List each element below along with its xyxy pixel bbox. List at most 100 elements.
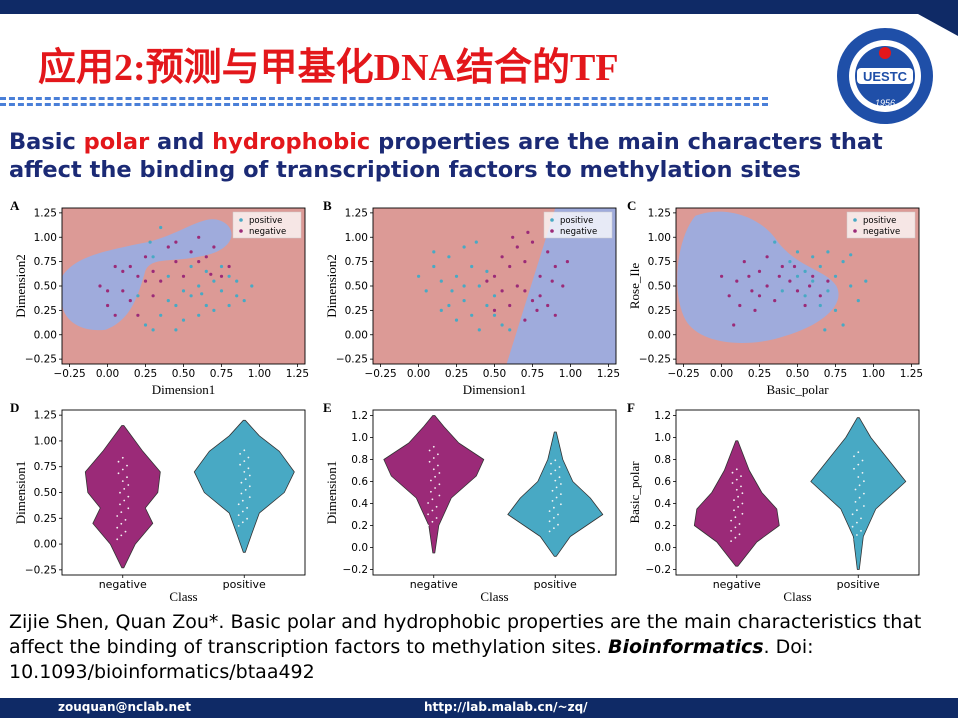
footer-bar: zouquan@nclab.net http://lab.malab.cn/~z… — [0, 698, 958, 718]
axes-frame — [675, 409, 920, 576]
panel-F — [673, 409, 920, 578]
swarm-point — [126, 476, 128, 479]
category-label: negative — [410, 578, 458, 591]
data-point-positive — [189, 264, 193, 269]
data-point-negative — [508, 303, 512, 308]
data-point-negative — [765, 284, 769, 288]
citation-doi: . Doi: 10.1093/bioinformatics/btaa492 — [9, 636, 814, 683]
swarm-point — [558, 466, 561, 468]
swarm-point — [550, 472, 552, 475]
y-tick-label: 0.6 — [351, 476, 368, 488]
swarm-point — [121, 456, 124, 459]
y-axis-label: Dimension2 — [13, 254, 28, 318]
legend-box — [846, 211, 916, 239]
headline: Basic polar and hydrophobic properties a… — [9, 128, 944, 184]
data-point-negative — [174, 240, 178, 244]
headline-part: properties are the main characters that … — [9, 129, 883, 183]
swarm-point — [861, 472, 864, 474]
swarm-point — [244, 478, 247, 480]
data-point-negative — [538, 274, 542, 278]
swarm-point — [127, 484, 130, 486]
data-point-positive — [773, 240, 777, 244]
data-point-negative — [553, 313, 557, 317]
violin-positive — [193, 419, 295, 553]
category-label: positive — [837, 578, 880, 591]
swarm-point — [560, 493, 562, 495]
swarm-point — [127, 495, 130, 498]
y-tick-label: 0.8 — [351, 454, 368, 466]
swarm-point — [248, 485, 251, 488]
y-tick-label: 0.50 — [34, 487, 57, 499]
swarm-point — [551, 489, 554, 492]
swarm-point — [553, 527, 555, 529]
footer-email[interactable]: zouquan@nclab.net — [58, 700, 191, 714]
violin-positive — [507, 431, 604, 557]
data-point-negative — [515, 245, 519, 249]
swarm-point — [246, 517, 249, 520]
swarm-point — [435, 505, 438, 508]
y-tick-label: 1.25 — [648, 207, 671, 219]
swarm-point — [735, 478, 738, 481]
swarm-point — [237, 503, 240, 506]
swarm-point — [734, 526, 737, 529]
violin-negative — [693, 440, 780, 567]
y-tick-label: 0.2 — [654, 520, 671, 532]
data-point-positive — [508, 328, 512, 332]
data-point-negative — [546, 303, 550, 308]
swarm-point — [434, 487, 436, 489]
x-tick-label: 0.25 — [748, 368, 771, 380]
data-point-positive — [462, 245, 466, 249]
data-point-positive — [151, 255, 155, 259]
panel-A — [59, 207, 306, 367]
x-tick-label: −0.25 — [54, 368, 86, 380]
data-point-negative — [720, 274, 724, 278]
swarm-point — [432, 468, 435, 471]
swarm-point — [438, 494, 441, 497]
x-tick-label: −0.25 — [365, 368, 397, 380]
y-tick-label: 0.25 — [648, 305, 671, 317]
swarm-point — [427, 502, 429, 504]
swarm-point — [730, 519, 732, 522]
swarm-point — [548, 520, 551, 523]
data-point-negative — [773, 299, 777, 303]
data-point-positive — [204, 303, 208, 308]
y-tick-label: −0.25 — [639, 354, 671, 366]
data-point-positive — [492, 294, 497, 298]
swarm-point — [431, 520, 434, 523]
data-point-positive — [492, 313, 497, 317]
y-tick-label: 0.50 — [345, 281, 368, 293]
data-point-positive — [204, 269, 208, 273]
swarm-point — [548, 510, 551, 512]
swarm-point — [735, 468, 738, 471]
data-point-negative — [530, 299, 535, 303]
swarm-point — [738, 523, 741, 525]
data-point-negative — [500, 289, 504, 293]
swarm-point — [124, 530, 127, 533]
footer-url[interactable]: http://lab.malab.cn/~zq/ — [424, 700, 588, 714]
data-point-positive — [219, 264, 224, 269]
data-point-positive — [197, 284, 201, 288]
swarm-point — [554, 459, 557, 462]
data-point-positive — [454, 274, 459, 278]
data-point-negative — [777, 274, 781, 278]
y-tick-label: 0.4 — [351, 498, 368, 510]
x-tick-label: 0.75 — [210, 368, 233, 380]
x-axis-label: Class — [480, 589, 508, 604]
data-point-negative — [808, 284, 812, 288]
swarm-point — [430, 479, 432, 482]
data-point-positive — [833, 274, 838, 278]
data-point-negative — [500, 255, 504, 259]
data-point-negative — [189, 250, 193, 254]
data-point-positive — [235, 279, 239, 283]
data-point-positive — [780, 289, 784, 293]
swarm-point — [857, 476, 860, 478]
swarm-point — [554, 469, 557, 472]
data-point-positive — [795, 274, 800, 278]
swarm-point — [127, 507, 130, 510]
panel-letter: A — [10, 198, 20, 213]
data-point-negative — [113, 264, 117, 269]
data-point-negative — [780, 264, 784, 269]
data-point-negative — [128, 264, 132, 269]
swarm-point — [438, 483, 441, 486]
swarm-point — [734, 536, 737, 539]
